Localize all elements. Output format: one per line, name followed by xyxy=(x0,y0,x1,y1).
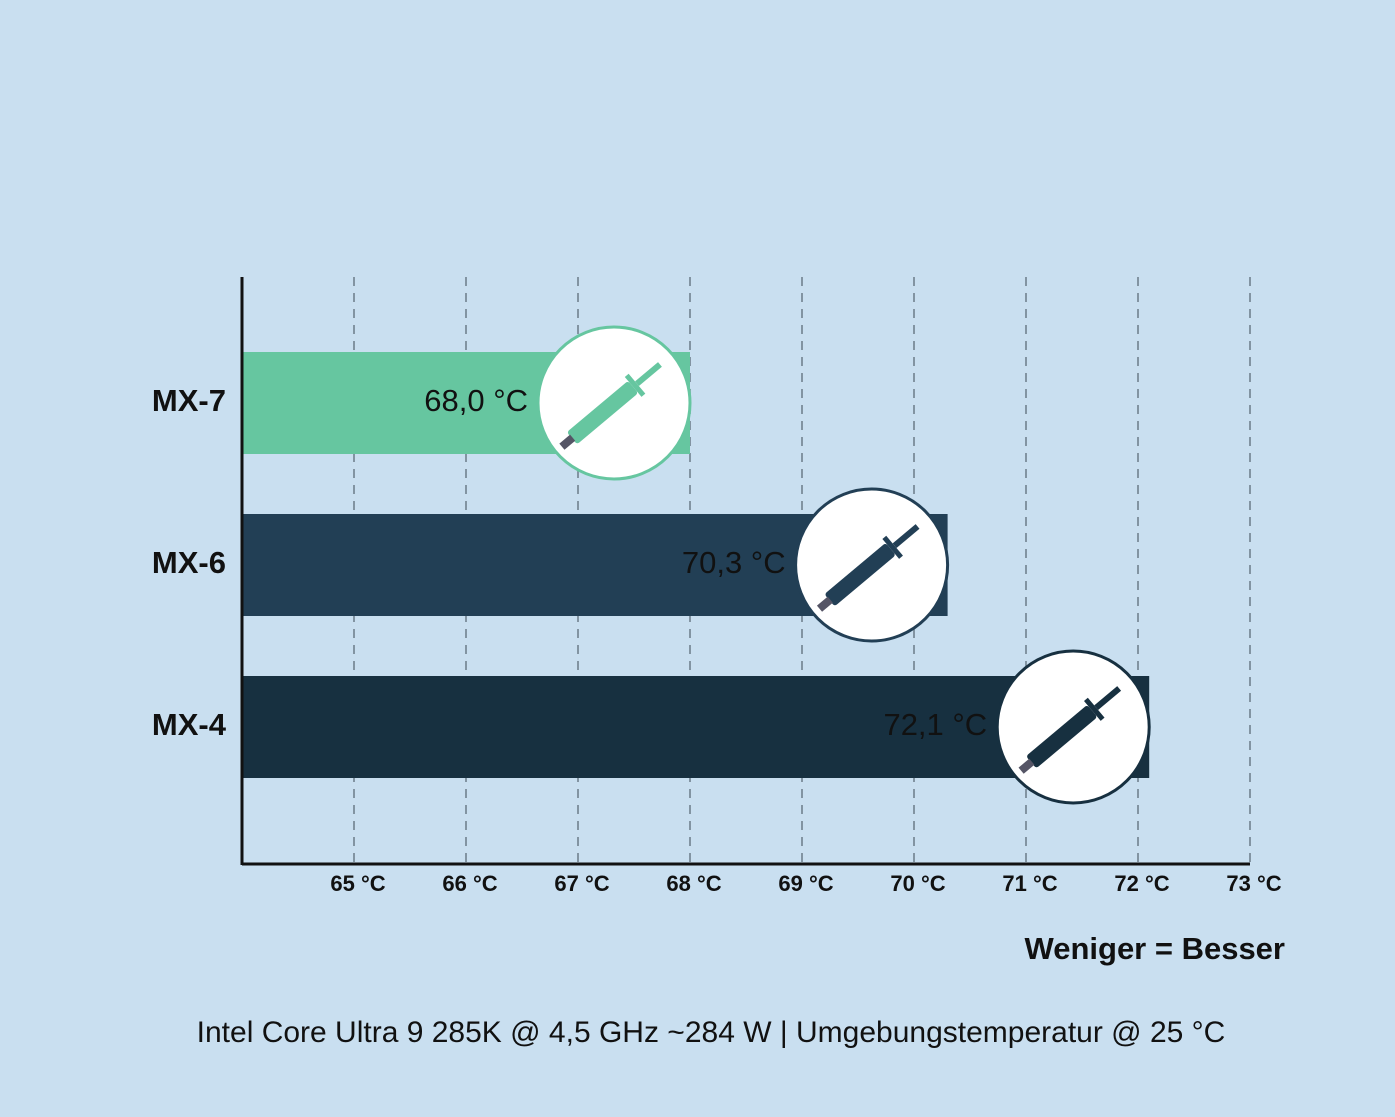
syringe-icon xyxy=(816,524,920,612)
syringe-icon xyxy=(1018,686,1122,774)
syringe-plunger xyxy=(1094,686,1122,711)
x-tick-label: 71 °C xyxy=(1002,871,1057,896)
syringe-body xyxy=(825,544,895,606)
value-label: 68,0 °C xyxy=(424,383,528,418)
syringe-tip xyxy=(816,596,833,612)
syringe-body xyxy=(567,382,638,444)
category-label: MX-7 xyxy=(152,383,226,418)
value-label: 70,3 °C xyxy=(682,545,786,580)
x-tick-label: 69 °C xyxy=(778,871,833,896)
category-label: MX-4 xyxy=(152,707,227,742)
x-tick-label: 67 °C xyxy=(554,871,609,896)
syringe-flange xyxy=(1083,697,1105,721)
syringe-tip xyxy=(559,434,576,450)
x-tick-label: 65 °C xyxy=(330,871,385,896)
annotation: Weniger = Besser xyxy=(1025,931,1285,966)
category-label: MX-6 xyxy=(152,545,226,580)
x-tick-label: 66 °C xyxy=(442,871,497,896)
footnote: Intel Core Ultra 9 285K @ 4,5 GHz ~284 W… xyxy=(197,1016,1226,1049)
x-tick-label: 68 °C xyxy=(666,871,721,896)
syringe-flange xyxy=(882,535,903,559)
syringe-tip xyxy=(1018,758,1035,774)
syringe-flange xyxy=(624,373,646,397)
syringe-body xyxy=(1027,706,1097,768)
syringe-icon xyxy=(559,362,662,450)
x-tick-label: 73 °C xyxy=(1226,871,1281,896)
syringe-plunger xyxy=(892,524,920,549)
value-label: 72,1 °C xyxy=(883,707,987,742)
syringe-plunger xyxy=(635,362,662,387)
x-tick-label: 72 °C xyxy=(1114,871,1169,896)
x-tick-label: 70 °C xyxy=(890,871,945,896)
